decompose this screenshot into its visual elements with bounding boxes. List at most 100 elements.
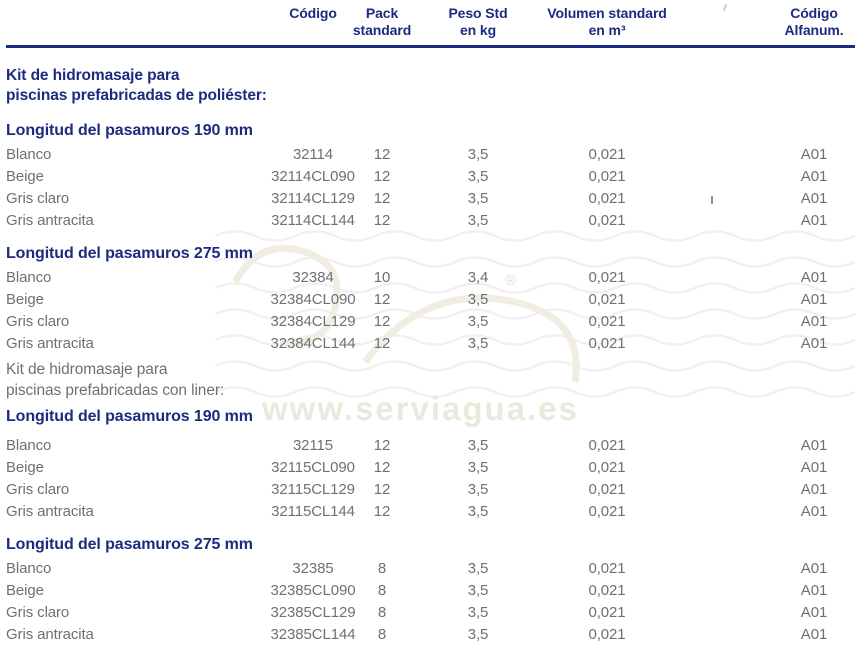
cell-codigo: 32384CL144	[270, 335, 356, 352]
column-header-volumen-standard: Volumen standard en m³	[544, 5, 670, 39]
section-heading-275mm: Longitud del pasamuros 275 mm	[6, 245, 253, 262]
cell-codigo-alfanum: A01	[800, 269, 828, 286]
cell-codigo-alfanum: A01	[800, 146, 828, 163]
watermark-waves-icon	[215, 230, 856, 398]
column-header-codigo-alfanum: Código Alfanum.	[778, 5, 850, 39]
group-title-line: Kit de hidromasaje para	[6, 67, 180, 84]
cell-volumen: 0,021	[588, 582, 626, 599]
cell-peso-std: 3,5	[467, 604, 489, 621]
scan-artifact-tick	[711, 196, 713, 204]
cell-volumen: 0,021	[588, 212, 626, 229]
column-header-line: Volumen standard	[547, 5, 667, 21]
cell-color: Blanco	[6, 560, 52, 577]
cell-pack-standard: 8	[377, 604, 387, 621]
cell-peso-std: 3,5	[467, 335, 489, 352]
cell-codigo-alfanum: A01	[800, 481, 828, 498]
cell-codigo-alfanum: A01	[800, 335, 828, 352]
column-header-line: Peso Std	[448, 5, 508, 21]
cell-codigo-alfanum: A01	[800, 560, 828, 577]
column-header-pack-standard: Pack standard	[351, 5, 413, 39]
cell-pack-standard: 12	[373, 168, 391, 185]
cell-pack-standard: 12	[373, 313, 391, 330]
table-row: Blanco 32384 10 3,4 0,021 A01	[0, 267, 862, 289]
cell-peso-std: 3,5	[467, 212, 489, 229]
cell-color: Gris claro	[6, 604, 70, 621]
cell-volumen: 0,021	[588, 503, 626, 520]
cell-codigo-alfanum: A01	[800, 604, 828, 621]
cell-volumen: 0,021	[588, 437, 626, 454]
cell-pack-standard: 8	[377, 626, 387, 643]
header-rule	[6, 45, 855, 48]
cell-codigo: 32114CL129	[271, 190, 355, 207]
registered-trademark-icon: ®	[505, 272, 517, 289]
cell-pack-standard: 12	[373, 503, 391, 520]
cell-codigo-alfanum: A01	[800, 626, 828, 643]
cell-color: Gris antracita	[6, 335, 94, 352]
cell-volumen: 0,021	[588, 626, 626, 643]
cell-pack-standard: 12	[373, 190, 391, 207]
cell-codigo-alfanum: A01	[800, 313, 828, 330]
watermark-url: www.serviagua.es	[262, 390, 579, 427]
cell-codigo: 32384	[292, 269, 334, 286]
column-header-line: Código	[790, 5, 838, 21]
cell-codigo: 32114CL144	[271, 212, 355, 229]
cell-volumen: 0,021	[588, 481, 626, 498]
column-header-peso-std: Peso Std en kg	[446, 5, 510, 39]
group-title-line: piscinas prefabricadas de poliéster:	[6, 87, 267, 104]
column-header-line: en m³	[588, 22, 626, 38]
cell-codigo: 32384CL090	[270, 291, 356, 308]
cell-codigo: 32115CL090	[271, 459, 355, 476]
cell-peso-std: 3,5	[467, 437, 489, 454]
section-rows: Blanco 32385 8 3,5 0,021 A01 Beige 32385…	[0, 558, 862, 646]
table-row: Gris antracita 32385CL144 8 3,5 0,021 A0…	[0, 624, 862, 646]
cell-volumen: 0,021	[588, 190, 626, 207]
cell-color: Beige	[6, 291, 44, 308]
cell-peso-std: 3,5	[467, 560, 489, 577]
cell-codigo-alfanum: A01	[800, 291, 828, 308]
cell-color: Beige	[6, 168, 44, 185]
group-title-line: Kit de hidromasaje para	[6, 361, 168, 378]
cell-volumen: 0,021	[588, 291, 626, 308]
cell-pack-standard: 12	[373, 481, 391, 498]
table-row: Gris claro 32115CL129 12 3,5 0,021 A01	[0, 479, 862, 501]
cell-codigo: 32385CL090	[270, 582, 356, 599]
cell-codigo: 32115	[292, 437, 334, 454]
cell-codigo-alfanum: A01	[800, 168, 828, 185]
cell-color: Gris antracita	[6, 503, 94, 520]
cell-pack-standard: 12	[373, 212, 391, 229]
column-header-line: Código	[289, 5, 337, 21]
cell-color: Beige	[6, 582, 44, 599]
cell-codigo-alfanum: A01	[800, 459, 828, 476]
cell-color: Gris antracita	[6, 212, 94, 229]
table-row: Beige 32114CL090 12 3,5 0,021 A01	[0, 166, 862, 188]
cell-pack-standard: 12	[373, 146, 391, 163]
cell-pack-standard: 8	[377, 560, 387, 577]
cell-codigo: 32384CL129	[270, 313, 356, 330]
cell-codigo: 32114	[292, 146, 334, 163]
cell-codigo-alfanum: A01	[800, 437, 828, 454]
cell-codigo-alfanum: A01	[800, 212, 828, 229]
cell-codigo: 32115CL129	[271, 481, 355, 498]
section-heading-275mm-liner: Longitud del pasamuros 275 mm	[6, 536, 253, 553]
group-title-line: piscinas prefabricadas con liner:	[6, 382, 225, 399]
cell-pack-standard: 12	[373, 291, 391, 308]
cell-peso-std: 3,5	[467, 291, 489, 308]
cell-volumen: 0,021	[588, 459, 626, 476]
table-row: Blanco 32114 12 3,5 0,021 A01	[0, 144, 862, 166]
cell-volumen: 0,021	[588, 146, 626, 163]
column-header-line: en kg	[459, 22, 497, 38]
group-title-poliester: Kit de hidromasaje para piscinas prefabr…	[6, 66, 267, 106]
cell-volumen: 0,021	[588, 313, 626, 330]
cell-codigo: 32114CL090	[271, 168, 355, 185]
cell-color: Blanco	[6, 146, 52, 163]
cell-peso-std: 3,5	[467, 459, 489, 476]
cell-pack-standard: 10	[373, 269, 391, 286]
cell-color: Beige	[6, 459, 44, 476]
column-header-line: Pack	[365, 5, 399, 21]
cell-volumen: 0,021	[588, 168, 626, 185]
cell-peso-std: 3,5	[467, 313, 489, 330]
cell-peso-std: 3,5	[467, 503, 489, 520]
cell-codigo-alfanum: A01	[800, 190, 828, 207]
